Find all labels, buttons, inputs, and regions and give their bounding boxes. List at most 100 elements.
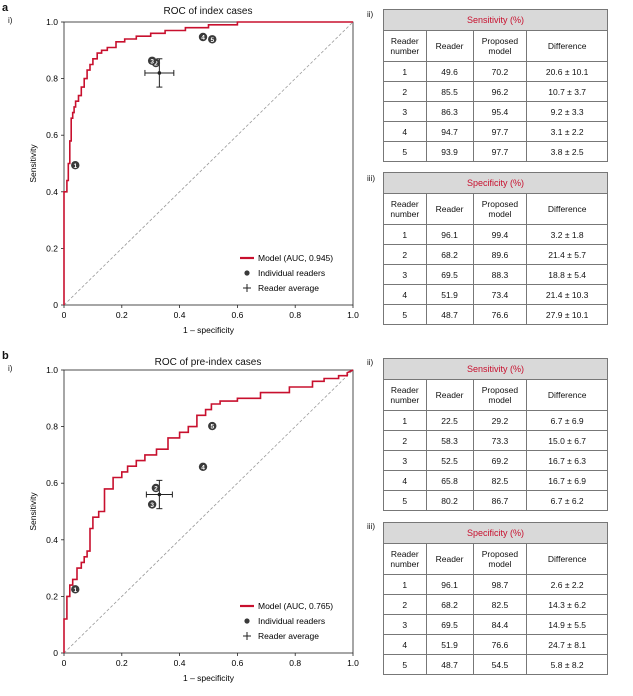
table-cell: 21.4 ± 5.7 — [526, 244, 608, 265]
table-cell: 96.2 — [472, 81, 528, 102]
chart-a-y-tick-label: 1.0 — [46, 17, 58, 27]
table-column-header: Difference — [526, 543, 608, 575]
panel-b-letter: b — [2, 350, 9, 362]
chart-b-x-tick-label: 0 — [62, 658, 67, 668]
table-cell: 97.7 — [472, 141, 528, 162]
table-cell: 94.7 — [425, 121, 474, 142]
table-cell: 2.6 ± 2.2 — [526, 574, 608, 595]
table-cell: 18.8 ± 5.4 — [526, 264, 608, 285]
table-cell: 73.3 — [472, 430, 528, 451]
chart-a-reader-marker-label: 3 — [150, 58, 154, 65]
table-cell: 3 — [383, 264, 427, 285]
chart-a-legend-readers-label: Individual readers — [258, 268, 325, 278]
table-row: 3 86.3 95.4 9.2 ± 3.3 — [383, 101, 608, 122]
chart-b-x-tick-label: 1.0 — [347, 658, 359, 668]
chart-a-reader-marker — [71, 160, 80, 170]
table-cell: 54.5 — [472, 654, 528, 675]
table-cell: 1 — [383, 410, 427, 431]
table-row: 1 96.1 99.4 3.2 ± 1.8 — [383, 224, 608, 245]
table-column-header: Reader — [425, 543, 474, 575]
chart-a-legend-readers-swatch — [244, 270, 250, 276]
chart-a-x-axis-label: 1 – specificity — [183, 325, 235, 335]
chart-b-x-tick-label: 0.8 — [289, 658, 301, 668]
table-cell: 16.7 ± 6.9 — [526, 470, 608, 491]
chart-b-reader-point-4: 4 — [198, 462, 208, 471]
chart-b-x-tick-label: 0.6 — [231, 658, 243, 668]
table-cell: 52.5 — [425, 450, 474, 471]
chart-a-reader-marker — [198, 32, 208, 42]
table-row: 3 69.5 84.4 14.9 ± 5.5 — [383, 614, 608, 635]
chart-b-reader-marker — [198, 462, 208, 471]
table-column-header: Difference — [526, 30, 608, 62]
table-row: 3 52.5 69.2 16.7 ± 6.3 — [383, 450, 608, 471]
chart-b-legend-readers-label: Individual readers — [258, 616, 325, 626]
table-column-header: Reader number — [383, 30, 427, 62]
table-cell: 97.7 — [472, 121, 528, 142]
table-row: 2 58.3 73.3 15.0 ± 6.7 — [383, 430, 608, 451]
table-column-header: Reader — [425, 30, 474, 62]
chart-a-title: ROC of index cases — [163, 6, 253, 17]
table-cell: 9.2 ± 3.3 — [526, 101, 608, 122]
table-cell: 16.7 ± 6.3 — [526, 450, 608, 471]
panel-b-table1-label: ii) — [367, 358, 374, 367]
table-row: 5 93.9 97.7 3.8 ± 2.5 — [383, 141, 608, 162]
table-cell: 49.6 — [425, 61, 474, 82]
table-row: 4 94.7 97.7 3.1 ± 2.2 — [383, 121, 608, 142]
chart-b-y-tick-label: 0.8 — [46, 422, 58, 432]
table-cell: 85.5 — [425, 81, 474, 102]
chart-a-reader-point-1: 1 — [71, 160, 80, 170]
table-cell: 82.5 — [472, 470, 528, 491]
panel-b-chart-label: i) — [8, 364, 13, 373]
chart-b-x-tick-label: 0.2 — [116, 658, 128, 668]
table-cell: 1 — [383, 61, 427, 82]
chart-a-reader-average-point — [157, 71, 162, 75]
chart-b-y-tick-label: 0.2 — [46, 591, 58, 601]
chart-a-reader-marker-label: 5 — [210, 37, 214, 44]
chart-a-x-tick-label: 1.0 — [347, 310, 359, 320]
table-row: 4 65.8 82.5 16.7 ± 6.9 — [383, 470, 608, 491]
roc-chart-preindex: 0 0.2 0.4 0.6 0.8 1.0 0 0.2 0.4 0.6 0.8 1.0 1 – spec… — [28, 365, 359, 683]
table-cell: 80.2 — [425, 490, 474, 511]
table-cell: 76.6 — [472, 634, 528, 655]
table-cell: 48.7 — [425, 304, 474, 325]
table-cell: 76.6 — [472, 304, 528, 325]
table-cell: 58.3 — [425, 430, 474, 451]
sensitivity-table-preindex: Sensitivity (%) Reader number Reader Propose… — [383, 358, 608, 511]
table-title: Specificity (%) — [383, 172, 608, 194]
chart-a-roc-curve — [63, 21, 353, 305]
table-title: Sensitivity (%) — [383, 358, 608, 380]
chart-a-reader-marker — [208, 35, 217, 44]
table-cell: 3 — [383, 450, 427, 471]
chart-b-legend-model-label: Model (AUC, 0.765) — [258, 601, 333, 611]
table-column-header: Reader — [425, 379, 474, 411]
table-cell: 3 — [383, 614, 427, 635]
table-cell: 51.9 — [425, 634, 474, 655]
table-cell: 2 — [383, 430, 427, 451]
table-column-header: Reader number — [383, 193, 427, 225]
table-column-header: Difference — [526, 379, 608, 411]
chart-a-legend-model-label: Model (AUC, 0.945) — [258, 253, 333, 263]
table-cell: 95.4 — [472, 101, 528, 122]
chart-a-reader-marker — [147, 56, 157, 65]
table-cell: 96.1 — [425, 574, 474, 595]
table-cell: 5 — [383, 490, 427, 511]
chart-b-y-tick-label: 1.0 — [46, 365, 58, 375]
chart-a-reader-marker-label: 4 — [201, 35, 205, 42]
table-row: 2 85.5 96.2 10.7 ± 3.7 — [383, 81, 608, 102]
panel-a-letter: a — [2, 2, 9, 14]
sensitivity-table-index: Sensitivity (%) Reader number Reader Propose… — [383, 9, 608, 162]
table-cell: 29.2 — [472, 410, 528, 431]
table-cell: 73.4 — [472, 284, 528, 305]
chart-a-reader-point-5: 5 — [208, 35, 217, 44]
table-column-header: Proposed model — [472, 30, 528, 62]
table-cell: 5.8 ± 8.2 — [526, 654, 608, 675]
table-column-header: Reader number — [383, 379, 427, 411]
chart-b-reader-marker-label: 4 — [201, 464, 205, 471]
table-cell: 4 — [383, 470, 427, 491]
table-cell: 5 — [383, 304, 427, 325]
table-cell: 3.8 ± 2.5 — [526, 141, 608, 162]
panel-a-chart-label: i) — [8, 16, 13, 25]
table-cell: 2 — [383, 594, 427, 615]
table-row: 5 80.2 86.7 6.7 ± 6.2 — [383, 490, 608, 511]
chart-a-plot-frame — [63, 21, 354, 306]
